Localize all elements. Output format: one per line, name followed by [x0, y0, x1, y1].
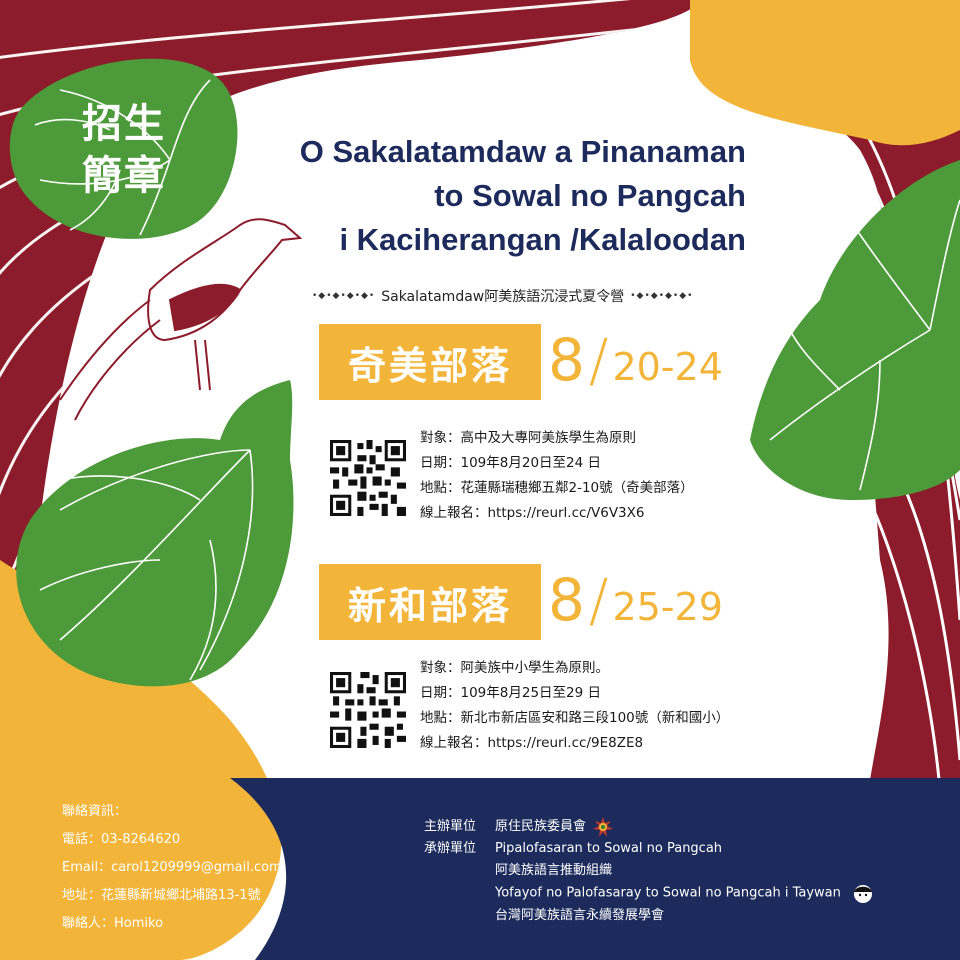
co-org-1: Pipalofasaran to Sowal no Pangcah: [495, 841, 723, 856]
session-location-2: 地點：新北市新店區安和路三段100號（新和國小）: [420, 710, 730, 726]
village-label-2: 新和部落: [319, 564, 541, 640]
session-date-2: 8/25-29: [548, 566, 723, 634]
contact-address: 地址：花蓮縣新城鄉北埔路13-1號: [62, 888, 261, 903]
session-target-2: 對象：阿美族中小學生為原則。: [420, 660, 609, 676]
co-org-2: 阿美族語言推動組織: [495, 863, 613, 878]
co-org-4: 台灣阿美族語言永續發展學會: [495, 907, 665, 923]
main-title: O Sakalatamdaw a Pinanaman to Sowal no P…: [300, 130, 746, 262]
host-name: 原住民族委員會: [495, 819, 587, 834]
date-slash-icon: /: [588, 326, 609, 394]
decor-dots-right: •◆•◆•◆•◆•: [630, 291, 694, 301]
camp-subtitle: •◆•◆•◆•◆• Sakalatamdaw阿美族語沉浸式夏令營 •◆•◆•◆•…: [312, 286, 752, 306]
qr-code-icon: [330, 672, 406, 748]
contact-phone[interactable]: 電話：03-8264620: [62, 832, 181, 847]
leaf-top-left: [9, 58, 238, 239]
co-label: 承辦單位: [424, 841, 477, 856]
session-signup-link-2[interactable]: 線上報名：https://reurl.cc/9E8ZE8: [420, 735, 644, 751]
contact-heading: 聯絡資訊：: [62, 804, 128, 819]
date-days-2: 25-29: [612, 585, 723, 629]
leaf-bottom-left: [16, 380, 294, 687]
council-logo-icon: [593, 817, 614, 837]
date-month-1: 8: [548, 326, 585, 394]
co-row: 承辦單位 Pipalofasaran to Sowal no Pangcah: [424, 838, 875, 860]
session-dates-1: 日期：109年8月20日至24 日: [420, 455, 602, 471]
bird-illustration: [59, 218, 303, 421]
leaf-right: [750, 160, 960, 500]
session-target-1: 對象：高中及大專阿美族學生為原則: [420, 430, 636, 446]
co-org-3: Yofayof no Palofasaray to Sowal no Pangc…: [495, 885, 841, 901]
badge-line-2: 簡章: [82, 153, 166, 199]
date-slash-icon: /: [588, 566, 609, 634]
badge-line-1: 招生: [82, 101, 166, 147]
session-info-1: 對象：高中及大專阿美族學生為原則 日期：109年8月20日至24 日 地點：花蓮…: [420, 426, 694, 526]
session-dates-2: 日期：109年8月25日至29 日: [420, 685, 602, 701]
title-line-3: i Kaciherangan /Kalaloodan: [339, 222, 746, 257]
contact-info: 聯絡資訊： 電話：03-8264620 Email：carol1209999@g…: [62, 798, 282, 938]
society-logo-icon: [854, 885, 873, 903]
date-days-1: 20-24: [612, 345, 723, 389]
organizers: 主辦單位 原住民族委員會 承辦單位 Pipalofasaran to Sowal…: [424, 816, 875, 927]
contact-email[interactable]: Email：carol1209999@gmail.com: [62, 860, 282, 875]
recruitment-badge: 招生 簡章: [82, 98, 166, 202]
session-date-1: 8/20-24: [548, 326, 723, 394]
host-label: 主辦單位: [424, 819, 477, 834]
co-org-3-row: Yofayof no Palofasaray to Sowal no Pangc…: [424, 882, 875, 905]
qr-code-icon: [330, 440, 406, 516]
subtitle-text: Sakalatamdaw阿美族語沉浸式夏令營: [381, 289, 625, 305]
host-row: 主辦單位 原住民族委員會: [424, 816, 875, 838]
session-location-1: 地點：花蓮縣瑞穗鄉五鄰2-10號（奇美部落）: [420, 480, 694, 496]
decor-dots-left: •◆•◆•◆•◆•: [312, 291, 376, 301]
session-signup-link-1[interactable]: 線上報名：https://reurl.cc/V6V3X6: [420, 505, 645, 521]
title-line-1: O Sakalatamdaw a Pinanaman: [299, 134, 746, 169]
contact-person: 聯絡人：Homiko: [62, 916, 164, 931]
title-line-2: to Sowal no Pangcah: [434, 178, 746, 213]
date-month-2: 8: [548, 566, 585, 634]
village-label-1: 奇美部落: [319, 324, 541, 400]
session-info-2: 對象：阿美族中小學生為原則。 日期：109年8月25日至29 日 地點：新北市新…: [420, 656, 729, 756]
